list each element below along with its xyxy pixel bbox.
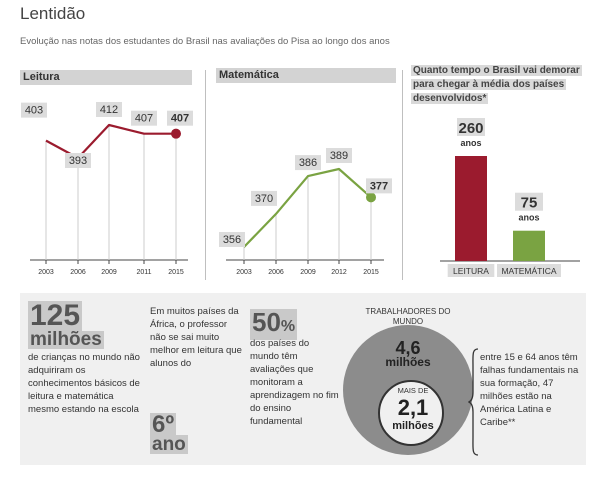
data-label: 356	[223, 234, 241, 246]
fact2-unit: ano	[150, 434, 188, 455]
brace-icon	[468, 348, 479, 456]
data-label-bg	[65, 153, 91, 168]
leitura-line-chart: 2003 2006 2009 2011 2015 403 393 412 407 407	[21, 102, 193, 276]
matematica-heading: Matemática	[216, 68, 396, 83]
data-label-bg	[131, 110, 157, 126]
fact1-unit: milhões	[28, 329, 104, 350]
x-tick-label: 2011	[136, 269, 151, 276]
data-label-bg	[366, 178, 392, 194]
series-line	[45, 123, 176, 160]
bar	[455, 156, 487, 261]
x-tick-label: 2015	[363, 269, 379, 276]
fact3-number: 50%	[250, 307, 298, 340]
data-label: 407	[171, 113, 189, 125]
data-label: 386	[299, 157, 317, 169]
fact1-text: de crianças no mundo não adquiriram os c…	[28, 352, 140, 415]
bar-label-bg	[497, 264, 561, 277]
fact4-text: entre 15 e 64 anos têm falhas fundamenta…	[480, 352, 579, 428]
data-label: 412	[100, 104, 118, 116]
data-label-bg	[21, 102, 47, 118]
data-label-bg	[251, 190, 277, 206]
bar-label-bg	[447, 264, 495, 277]
fact1-number: 125	[28, 299, 83, 332]
leitura-heading: Leitura	[20, 70, 192, 85]
data-label-bg	[167, 110, 193, 126]
bar-value: 75	[521, 195, 538, 212]
fact4-inner-number: 2,1	[397, 395, 429, 420]
data-label: 377	[370, 180, 388, 192]
data-label-bg	[326, 148, 352, 163]
page-title: Lentidão	[20, 4, 86, 23]
fact4-outer-unit: milhões	[385, 355, 431, 369]
bar-chart-heading: Quanto tempo o Brasil vai demorar para c…	[411, 64, 587, 106]
data-label-bg	[219, 232, 245, 247]
fact4-inner-unit: milhões	[392, 420, 434, 432]
last-point-marker	[171, 128, 181, 139]
fact3-text: dos países do mundo têm avaliações que m…	[250, 338, 339, 427]
bar-chart-heading-text: Quanto tempo o Brasil vai demorar para c…	[411, 65, 582, 104]
divider	[205, 70, 206, 280]
bar-value-bg	[515, 192, 543, 211]
fact4-outer-number: 4,6	[395, 338, 421, 358]
x-tick-label: 2003	[38, 269, 54, 276]
fact4-inner-label: MAIS DE	[397, 386, 429, 395]
x-tick-label: 2006	[70, 269, 86, 276]
bar-label: LEITURA	[453, 266, 489, 276]
facts-panel: 125 milhões de crianças no mundo não adq…	[20, 293, 586, 465]
bar-label: MATEMÁTICA	[501, 266, 556, 276]
last-point-marker	[366, 192, 376, 203]
data-label-bg	[96, 102, 122, 117]
fact3-percent: %	[280, 318, 296, 335]
page-subtitle: Evolução nas notas dos estudantes do Bra…	[20, 36, 390, 47]
divider	[402, 70, 403, 280]
x-tick-label: 2009	[300, 269, 316, 276]
fact4-heading: TRABALHADORES DO MUNDO	[365, 307, 451, 326]
inner-circle	[378, 380, 444, 446]
bar-value-bg	[457, 118, 485, 136]
x-tick-label: 2012	[331, 269, 347, 276]
matematica-line-chart: 2003 2006 2009 2012 2015 356 370 386 389 377	[219, 148, 392, 276]
data-label: 407	[135, 113, 153, 125]
x-tick-label: 2009	[101, 269, 117, 276]
fact2-number: 6º	[150, 411, 177, 438]
data-label: 370	[255, 193, 273, 205]
data-label-bg	[295, 155, 321, 171]
data-label: 393	[69, 155, 87, 167]
x-tick-label: 2015	[168, 269, 184, 276]
x-tick-label: 2003	[236, 269, 252, 276]
bar-value: 260	[458, 120, 483, 137]
bar-unit: anos	[518, 213, 539, 223]
bar-unit: anos	[460, 138, 481, 148]
bar	[513, 230, 545, 261]
fact3-number-value: 50	[252, 307, 281, 337]
fact2-text: Em muitos países da África, o professor …	[150, 306, 242, 369]
data-label: 403	[25, 105, 43, 117]
data-label: 389	[330, 150, 348, 162]
series-line	[243, 167, 372, 248]
x-tick-label: 2006	[268, 269, 284, 276]
